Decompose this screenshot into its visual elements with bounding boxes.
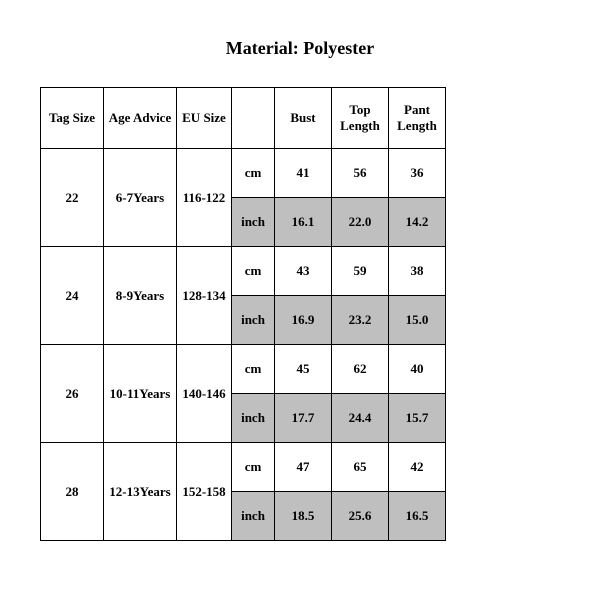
- cell-age: 10-11Years: [104, 345, 177, 443]
- col-unit: [232, 88, 275, 149]
- cell-tag: 22: [41, 149, 104, 247]
- cell-top: 59: [332, 247, 389, 296]
- cell-eu: 140-146: [177, 345, 232, 443]
- cell-bust: 18.5: [275, 492, 332, 541]
- table-row: 22 6-7Years 116-122 cm 41 56 36: [41, 149, 446, 198]
- cell-tag: 24: [41, 247, 104, 345]
- cell-unit-cm: cm: [232, 247, 275, 296]
- header-row: Tag Size Age Advice EU Size Bust TopLeng…: [41, 88, 446, 149]
- col-tag-size: Tag Size: [41, 88, 104, 149]
- cell-top: 23.2: [332, 296, 389, 345]
- cell-pant: 14.2: [389, 198, 446, 247]
- cell-eu: 128-134: [177, 247, 232, 345]
- table-row: 26 10-11Years 140-146 cm 45 62 40: [41, 345, 446, 394]
- cell-pant: 15.7: [389, 394, 446, 443]
- cell-bust: 43: [275, 247, 332, 296]
- cell-unit-inch: inch: [232, 296, 275, 345]
- col-pant-length: PantLength: [389, 88, 446, 149]
- cell-top: 22.0: [332, 198, 389, 247]
- cell-unit-inch: inch: [232, 198, 275, 247]
- cell-bust: 41: [275, 149, 332, 198]
- cell-bust: 16.9: [275, 296, 332, 345]
- cell-pant: 40: [389, 345, 446, 394]
- cell-bust: 47: [275, 443, 332, 492]
- page-title: Material: Polyester: [0, 0, 600, 87]
- cell-top: 25.6: [332, 492, 389, 541]
- cell-eu: 152-158: [177, 443, 232, 541]
- size-table: Tag Size Age Advice EU Size Bust TopLeng…: [40, 87, 446, 541]
- size-chart: Material: Polyester Tag Size Age Advice …: [0, 0, 600, 541]
- col-bust: Bust: [275, 88, 332, 149]
- cell-pant: 36: [389, 149, 446, 198]
- cell-eu: 116-122: [177, 149, 232, 247]
- cell-unit-inch: inch: [232, 492, 275, 541]
- cell-unit-cm: cm: [232, 345, 275, 394]
- cell-pant: 38: [389, 247, 446, 296]
- cell-tag: 26: [41, 345, 104, 443]
- cell-pant: 42: [389, 443, 446, 492]
- cell-unit-inch: inch: [232, 394, 275, 443]
- cell-bust: 16.1: [275, 198, 332, 247]
- table-row: 28 12-13Years 152-158 cm 47 65 42: [41, 443, 446, 492]
- cell-tag: 28: [41, 443, 104, 541]
- cell-top: 24.4: [332, 394, 389, 443]
- cell-pant: 16.5: [389, 492, 446, 541]
- col-top-length: TopLength: [332, 88, 389, 149]
- cell-top: 62: [332, 345, 389, 394]
- cell-age: 8-9Years: [104, 247, 177, 345]
- cell-top: 56: [332, 149, 389, 198]
- cell-bust: 17.7: [275, 394, 332, 443]
- cell-unit-cm: cm: [232, 443, 275, 492]
- col-age-advice: Age Advice: [104, 88, 177, 149]
- cell-top: 65: [332, 443, 389, 492]
- table-row: 24 8-9Years 128-134 cm 43 59 38: [41, 247, 446, 296]
- col-eu-size: EU Size: [177, 88, 232, 149]
- cell-unit-cm: cm: [232, 149, 275, 198]
- cell-pant: 15.0: [389, 296, 446, 345]
- cell-age: 12-13Years: [104, 443, 177, 541]
- cell-age: 6-7Years: [104, 149, 177, 247]
- cell-bust: 45: [275, 345, 332, 394]
